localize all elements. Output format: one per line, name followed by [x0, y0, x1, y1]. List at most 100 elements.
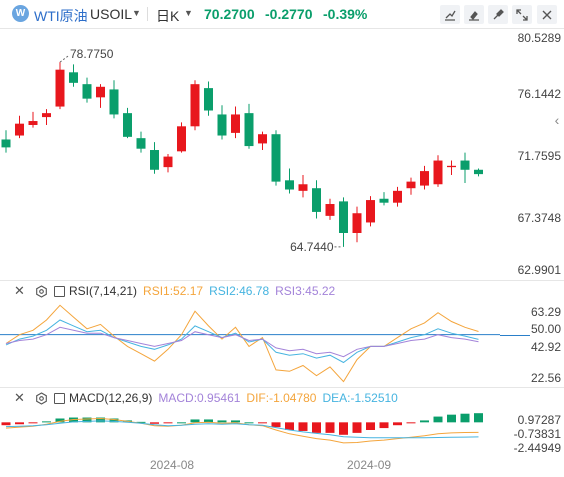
macd-legend: MACD(12,26,9) MACD:0.95461 DIF:-1.04780 …: [69, 389, 404, 407]
macd-visibility-checkbox[interactable]: [54, 393, 65, 404]
macd-histogram-bar: [204, 419, 213, 423]
candle-body: [136, 138, 146, 149]
draw-line-icon: [445, 10, 456, 21]
candle-body: [447, 165, 456, 168]
macd-histogram-bar: [420, 420, 429, 423]
candle-body: [366, 200, 375, 223]
rsi-chart[interactable]: [0, 298, 500, 386]
macd-histogram-bar: [406, 422, 416, 424]
candle-body: [123, 113, 132, 137]
candle-body: [258, 134, 267, 144]
macd-histogram-bar: [28, 422, 38, 424]
candle-body: [15, 123, 24, 136]
candle-body: [312, 188, 321, 212]
macd-histogram-bar: [163, 422, 173, 424]
period-selector[interactable]: 日K: [156, 8, 180, 24]
dif-value: DIF:-1.04780: [246, 391, 317, 405]
rsi-50-reference-line-ext: [500, 334, 530, 336]
period-dropdown-icon[interactable]: ▼: [184, 8, 193, 18]
macd-histogram-bar: [447, 414, 456, 423]
candle-body: [244, 113, 254, 147]
candle-body: [231, 114, 240, 133]
macd-histogram-bar: [474, 413, 483, 423]
macd-histogram-bar: [109, 418, 119, 423]
price-axis-label: 76.1442: [517, 87, 561, 101]
rsi-close-icon[interactable]: ✕: [14, 283, 25, 298]
candle-body: [325, 204, 335, 216]
expand-button[interactable]: [512, 5, 532, 24]
macd-histogram-bar: [339, 422, 348, 435]
macd-histogram-bar: [366, 422, 375, 430]
rsi-series-line-3: [5, 326, 479, 358]
rsi-axis-label: 42.92: [530, 340, 561, 354]
rsi1-value: RSI1:52.17: [143, 284, 204, 298]
rsi-series-line-1: [5, 304, 479, 383]
close-icon: [542, 10, 552, 19]
macd-axis-label: 0.97287: [517, 413, 561, 427]
candle-body: [96, 86, 105, 98]
candle-body: [352, 213, 362, 233]
macd-histogram-bar: [231, 420, 240, 423]
candle-body: [420, 171, 429, 186]
low-annotation: 64.7440: [290, 240, 334, 254]
symbol-logo: W: [12, 5, 29, 22]
macd-histogram-bar: [42, 421, 51, 423]
macd-histogram-bar: [379, 422, 389, 429]
symbol-code[interactable]: USOIL: [90, 6, 133, 22]
macd-histogram-bar: [325, 422, 335, 433]
macd-histogram-bar: [150, 422, 159, 424]
symbol-name[interactable]: WTI原油: [34, 8, 88, 24]
price-change-percent: -0.39%: [323, 6, 368, 22]
header-divider-line: [0, 28, 564, 29]
date-axis-label: 2024-08: [150, 458, 195, 472]
macd-histogram-bar: [82, 417, 92, 423]
brush-button[interactable]: [488, 5, 508, 24]
candle-body: [55, 69, 65, 107]
price-axis-label: 62.9901: [517, 263, 561, 277]
dea-line: [5, 420, 479, 439]
collapse-panel-icon[interactable]: ‹: [554, 112, 560, 128]
macd-histogram-bar: [55, 418, 65, 423]
close-button[interactable]: [537, 5, 557, 24]
draw-line-button[interactable]: [440, 5, 460, 24]
candle-body: [460, 160, 470, 170]
expand-icon: [516, 8, 528, 21]
macd-close-icon[interactable]: ✕: [14, 390, 25, 405]
macd-histogram-bar: [433, 416, 443, 423]
panel-divider: [0, 280, 564, 281]
symbol-dropdown-icon[interactable]: ▼: [132, 8, 141, 18]
rsi2-value: RSI2:46.78: [209, 284, 270, 298]
brush-icon: [493, 8, 504, 19]
candle-body: [109, 89, 119, 115]
rsi-visibility-checkbox[interactable]: [54, 286, 65, 297]
candle-body: [42, 113, 51, 118]
macd-histogram-bar: [1, 422, 11, 426]
macd-histogram-bar: [298, 422, 308, 431]
high-annotation: 78.7750: [70, 47, 114, 61]
rsi-settings-icon[interactable]: [35, 285, 48, 298]
candle-body: [82, 84, 92, 99]
candle-body: [474, 169, 483, 175]
price-change: -0.2770: [265, 6, 313, 22]
macd-value: MACD:0.95461: [158, 391, 241, 405]
panel-divider: [0, 387, 564, 388]
last-price: 70.2700: [204, 6, 255, 22]
draw-tool-button[interactable]: [464, 5, 484, 24]
macd-histogram-bar: [460, 413, 470, 423]
rsi-axis-label: 22.56: [530, 371, 561, 385]
date-axis-label: 2024-09: [347, 458, 392, 472]
candle-body: [177, 126, 186, 152]
macd-histogram-bar: [312, 422, 321, 433]
macd-histogram-bar: [393, 422, 402, 426]
macd-settings-icon[interactable]: [35, 392, 48, 405]
candle-body: [69, 72, 78, 83]
candle-body: [28, 121, 38, 125]
macd-axis-label: -0.73831: [513, 427, 561, 441]
candle-body: [271, 134, 281, 182]
macd-chart[interactable]: [0, 405, 500, 455]
price-axis-label: 67.3748: [517, 211, 561, 225]
candle-body: [406, 181, 416, 189]
candlestick-chart[interactable]: 78.7750 64.7440: [0, 28, 500, 280]
macd-histogram-bar: [244, 422, 254, 424]
candle-body: [190, 84, 200, 127]
